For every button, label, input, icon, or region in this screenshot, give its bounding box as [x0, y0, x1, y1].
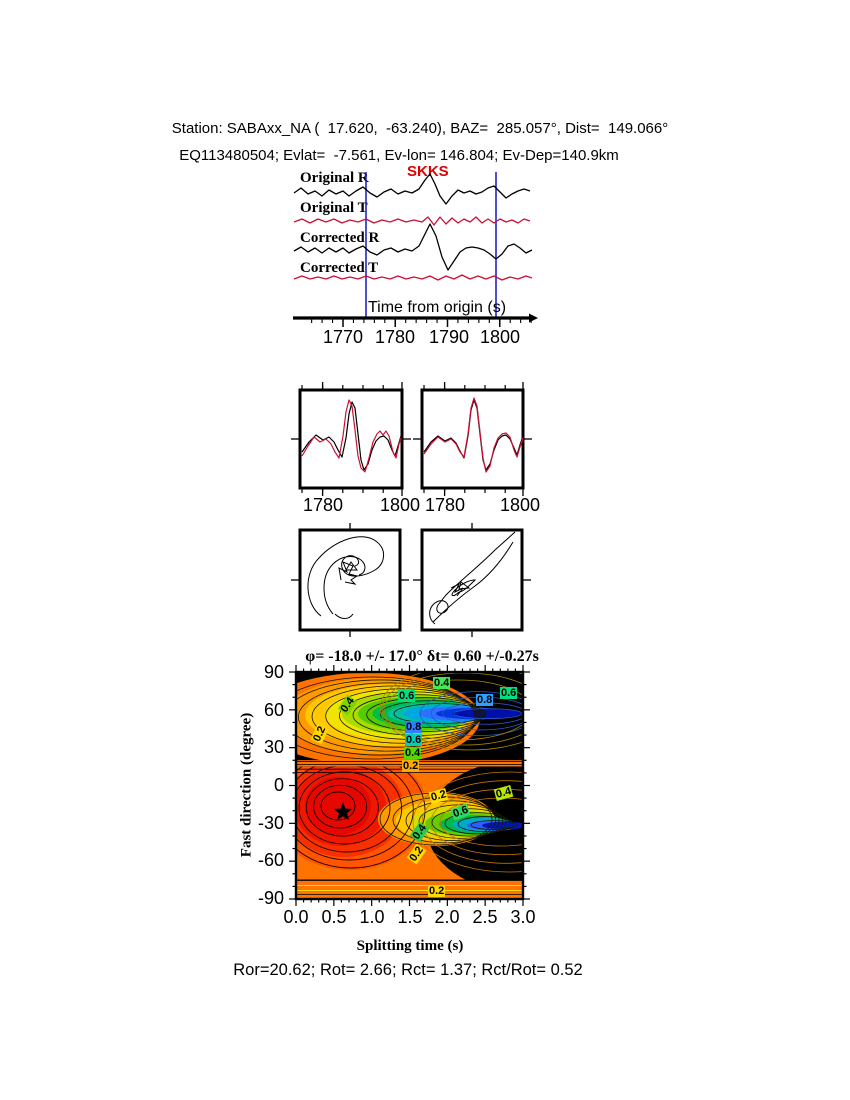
comp-tick-left-1800: 1800: [379, 495, 421, 515]
ytick-neg60: -60: [257, 850, 284, 870]
trace-label-corrected-r: Corrected R: [300, 230, 380, 246]
comparison-ticks: [301, 382, 524, 496]
overlay-right-red: [423, 397, 524, 473]
result-title: φ= -18.0 +/- 17.0° δt= 0.60 +/-0.27s: [305, 648, 539, 665]
contour-label: 0.6: [500, 687, 518, 699]
time-tick-1770: 1770: [322, 327, 364, 347]
contour-frame-ticks: [289, 665, 530, 906]
xtick-1.0: 1.0: [359, 907, 385, 927]
axis-arrow-icon: [529, 313, 538, 323]
trace-corrected-r: [293, 223, 533, 271]
contour-label: 0.8: [476, 694, 494, 706]
trace-original-t: [293, 216, 531, 226]
comp-tick-left-1780: 1780: [302, 495, 344, 515]
contour-label: 0.6: [405, 734, 423, 746]
phase-label: SKKS: [407, 163, 449, 180]
xtick-2.0: 2.0: [434, 907, 460, 927]
event-header-line: EQ113480504; Evlat= -7.561, Ev-lon= 146.…: [179, 147, 619, 164]
trace-corrected-t: [293, 274, 533, 281]
pm-corrected-orbit: [429, 531, 516, 625]
pm-original-marker: [345, 561, 358, 571]
ytick-60: 60: [263, 700, 284, 720]
contour-label: 0.4: [404, 747, 422, 759]
pm-box-left: [298, 528, 402, 632]
overlay-left-black: [301, 401, 402, 471]
pm-corrected-marker: [458, 581, 471, 590]
contour-xlabel: Splitting time (s): [356, 938, 464, 954]
trace-label-corrected-t: Corrected T: [300, 260, 379, 276]
ytick-30: 30: [263, 737, 284, 757]
xtick-0.5: 0.5: [321, 907, 347, 927]
contour-ylabel: Fast direction (degree): [238, 712, 255, 858]
xtick-2.5: 2.5: [472, 907, 498, 927]
trace-label-original-r: Original R: [300, 170, 369, 186]
xtick-3.0: 3.0: [510, 907, 536, 927]
contour-label: 0.4: [433, 677, 451, 689]
time-tick-1800: 1800: [479, 327, 521, 347]
contour-label: 0.2: [428, 885, 446, 897]
particle-motion-panel: [291, 523, 531, 637]
contour-label: 0.8: [405, 721, 423, 733]
trace-label-original-t: Original T: [300, 200, 368, 216]
contour-label: 0.6: [398, 690, 416, 702]
xtick-1.5: 1.5: [397, 907, 423, 927]
trace-original-r: [293, 173, 531, 205]
ytick-neg90: -90: [257, 888, 284, 908]
time-axis-label: Time from origin (s): [367, 299, 507, 316]
time-tick-1780: 1780: [374, 327, 416, 347]
contour-lower-band: [296, 766, 523, 899]
best-fit-star-icon: [333, 802, 353, 821]
time-tick-1790: 1790: [428, 327, 470, 347]
time-axis-ticks: [311, 318, 532, 327]
contour-label: 0.2: [402, 760, 420, 772]
ytick-0: 0: [273, 775, 284, 795]
ytick-90: 90: [263, 662, 284, 682]
pm-original-orbit: [307, 536, 384, 619]
waveform-comparison-panel: [291, 382, 532, 496]
station-header-line: Station: SABAxx_NA ( 17.620, -63.240), B…: [171, 120, 669, 137]
comp-tick-right-1800: 1800: [499, 495, 541, 515]
overlay-left-red: [301, 399, 402, 473]
xtick-0.0: 0.0: [283, 907, 309, 927]
ytick-neg30: -30: [257, 813, 284, 833]
waveform-panel: [293, 172, 538, 327]
comp-tick-right-1780: 1780: [424, 495, 466, 515]
footer-statistics: Ror=20.62; Rot= 2.66; Rct= 1.37; Rct/Rot…: [233, 961, 583, 979]
